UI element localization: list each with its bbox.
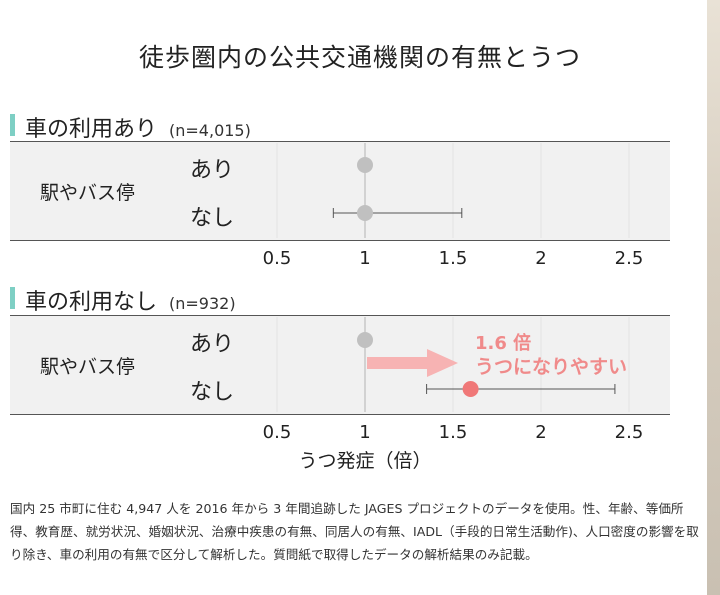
row-label-ari: あり xyxy=(190,158,235,183)
panel-car-yes: 駅やバス停 あり なし xyxy=(10,141,670,241)
section-label: 車の利用なし xyxy=(25,290,158,315)
section-label: 車の利用あり xyxy=(25,117,158,142)
arrow-head xyxy=(427,349,458,377)
annotation-text: うつになりやすい xyxy=(475,356,628,378)
x-tick-label: 1 xyxy=(359,248,370,269)
sample-size: (n=932) xyxy=(169,294,236,313)
x-tick-label: 2 xyxy=(535,422,546,443)
row-label-nashi: なし xyxy=(190,380,235,405)
group-label: 駅やバス停 xyxy=(40,182,136,204)
right-edge-strip xyxy=(707,0,720,595)
row-label-nashi: なし xyxy=(190,206,235,231)
panel-car-no: 駅やバス停 あり なし xyxy=(10,315,670,415)
x-tick-label: 0.5 xyxy=(263,422,292,443)
estimate-point xyxy=(357,205,373,221)
x-axis-title: うつ発症（倍） xyxy=(298,450,432,472)
x-tick-label: 1.5 xyxy=(439,248,468,269)
chart-title: 徒歩圏内の公共交通機関の有無とうつ xyxy=(138,43,581,72)
estimate-point-highlight xyxy=(462,381,479,397)
sample-size: (n=4,015) xyxy=(169,121,251,140)
section-accent-bar xyxy=(10,114,15,136)
estimate-point xyxy=(357,332,373,348)
x-tick-label: 1.5 xyxy=(439,422,468,443)
x-tick-label: 2 xyxy=(535,248,546,269)
x-tick-label: 2.5 xyxy=(615,422,644,443)
x-tick-label: 1 xyxy=(359,422,370,443)
annotation-ratio: 1.6 倍 xyxy=(475,333,532,354)
x-tick-label: 0.5 xyxy=(263,248,292,269)
footnote: 国内 25 市町に住む 4,947 人を 2016 年から 3 年間追跡した J… xyxy=(10,501,699,562)
section-header-car-no: 車の利用なし (n=932) xyxy=(10,284,236,315)
arrow-shaft xyxy=(367,357,429,369)
row-label-ari: あり xyxy=(190,332,235,357)
x-tick-label: 2.5 xyxy=(615,248,644,269)
group-label: 駅やバス停 xyxy=(40,356,136,378)
section-header-car-yes: 車の利用あり (n=4,015) xyxy=(10,111,251,142)
estimate-point xyxy=(357,157,373,173)
section-accent-bar xyxy=(10,287,15,309)
